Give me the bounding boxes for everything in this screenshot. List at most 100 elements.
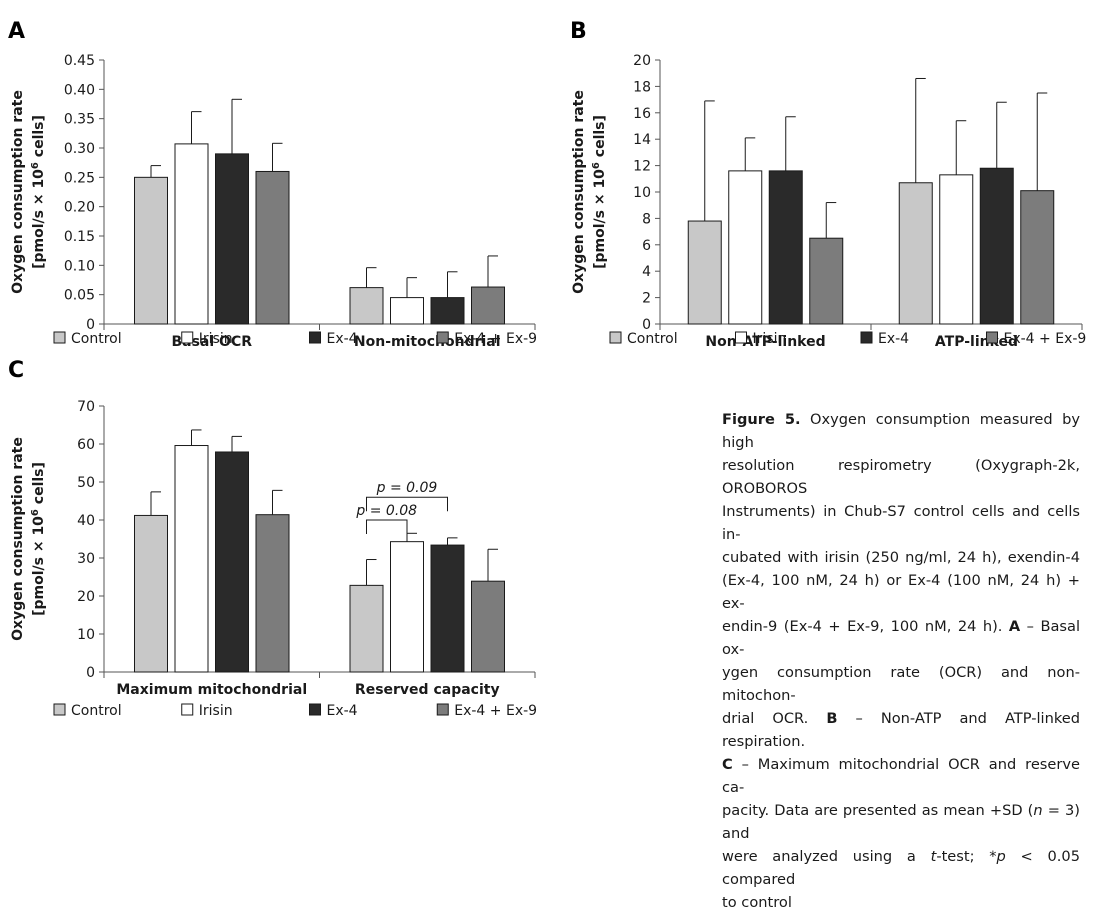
legend-swatch bbox=[181, 331, 194, 344]
y-tick-label: 0.30 bbox=[64, 141, 95, 157]
y-tick-label: 40 bbox=[77, 513, 95, 529]
bar-ex-4 bbox=[430, 297, 465, 325]
y-tick-label: 0.35 bbox=[64, 112, 95, 128]
y-tick-label: 0.20 bbox=[64, 200, 95, 216]
bar-control bbox=[687, 220, 722, 325]
caption-line: resolution respirometry (Oxygraph-2k, OR… bbox=[722, 454, 1080, 500]
y-tick-label: 20 bbox=[633, 53, 651, 69]
legend-label: Ex-4 + Ex-9 bbox=[454, 331, 537, 347]
category-label: Reserved capacity bbox=[355, 682, 500, 698]
bar-ex-4-ex-9 bbox=[255, 514, 290, 673]
legend-swatch bbox=[735, 331, 747, 344]
legend-label: Ex-4 + Ex-9 bbox=[1004, 331, 1087, 347]
caption-text: ygen consumption rate (OCR) and non-mito… bbox=[722, 664, 1080, 704]
caption-line: to control bbox=[722, 891, 1080, 914]
bar-ex-4-ex-9 bbox=[471, 580, 505, 673]
y-tick-label: 4 bbox=[642, 264, 651, 280]
category-label: Maximum mitochondrial bbox=[116, 682, 307, 698]
legend-swatch bbox=[181, 703, 194, 716]
category-label: Non-mitochondrial bbox=[354, 334, 501, 350]
legend-swatch bbox=[609, 331, 622, 344]
bar-ex-4 bbox=[979, 167, 1014, 325]
caption-line: Figure 5. Oxygen consumption measured by… bbox=[722, 408, 1080, 454]
caption-line: drial OCR. B – Non-ATP and ATP-linked re… bbox=[722, 707, 1080, 753]
legend-swatch bbox=[53, 331, 66, 344]
y-tick-label: 12 bbox=[633, 159, 651, 175]
y-axis-label-sup: 6 bbox=[591, 162, 602, 169]
legend-label: Ex-4 bbox=[327, 331, 358, 347]
y-axis-label-line2: [pmol/s × 106 cells] bbox=[30, 115, 48, 269]
y-tick-label: 30 bbox=[77, 551, 95, 567]
bar-irisin bbox=[728, 170, 763, 325]
y-tick-label: 0.25 bbox=[64, 170, 95, 186]
y-axis-label-line1: Oxygen consumption rate bbox=[571, 90, 587, 294]
legend-label: Irisin bbox=[753, 331, 787, 347]
y-tick-label: 0.10 bbox=[64, 258, 95, 274]
panel-letter: B bbox=[570, 19, 587, 44]
caption-line: were analyzed using a t-test; *p < 0.05 … bbox=[722, 845, 1080, 891]
y-tick-label: 20 bbox=[77, 589, 95, 605]
caption-text: – Maximum mitochondrial OCR and reserve … bbox=[722, 756, 1080, 796]
y-axis-label-text: [pmol/s × 10 bbox=[31, 169, 47, 269]
caption-text: p bbox=[996, 848, 1006, 865]
y-tick-label: 2 bbox=[642, 291, 651, 307]
legend-label: Control bbox=[71, 331, 122, 347]
y-tick-label: 70 bbox=[77, 399, 95, 415]
legend-label: Control bbox=[627, 331, 678, 347]
y-axis-label-text-end: cells] bbox=[592, 115, 608, 162]
y-axis-label-text: [pmol/s × 10 bbox=[31, 516, 47, 616]
bar-ex-4-ex-9 bbox=[809, 237, 844, 325]
caption-text: drial OCR. bbox=[722, 710, 827, 727]
y-tick-label: 0.40 bbox=[64, 82, 95, 98]
bar-control bbox=[349, 287, 384, 325]
bar-ex-4 bbox=[215, 451, 249, 673]
y-tick-label: 10 bbox=[633, 185, 651, 201]
y-tick-label: 14 bbox=[633, 132, 651, 148]
bar-irisin bbox=[174, 445, 209, 673]
bar-ex-4-ex-9 bbox=[1020, 190, 1055, 325]
legend-label: Ex-4 + Ex-9 bbox=[454, 703, 537, 719]
y-tick-label: 0 bbox=[86, 665, 95, 681]
chart-panel-b: B Oxygen consumption rate [pmol/s × 106 ce… bbox=[570, 19, 1086, 350]
bar-irisin bbox=[390, 541, 424, 673]
legend-label: Irisin bbox=[199, 703, 233, 719]
panel-letter: C bbox=[8, 358, 24, 383]
legend-swatch bbox=[309, 703, 321, 716]
bar-irisin bbox=[390, 297, 424, 325]
caption-line: cubated with irisin (250 ng/ml, 24 h), e… bbox=[722, 546, 1080, 569]
y-tick-label: 50 bbox=[77, 475, 95, 491]
y-axis-label-line1: Oxygen consumption rate bbox=[10, 90, 26, 294]
caption-text: n bbox=[1033, 802, 1043, 819]
caption-line: Instruments) in Chub-S7 control cells an… bbox=[722, 500, 1080, 546]
legend-swatch bbox=[860, 331, 873, 344]
bar-control bbox=[134, 176, 168, 325]
bar-ex-4-ex-9 bbox=[255, 170, 290, 325]
legend-label: Irisin bbox=[199, 331, 233, 347]
caption-text: pacity. Data are presented as mean +SD ( bbox=[722, 802, 1034, 819]
significance-label: p = 0.09 bbox=[376, 480, 438, 496]
caption-text: endin-9 (Ex-4 + Ex-9, 100 nM, 24 h). bbox=[722, 618, 1009, 635]
caption-text: Oxygen consumption measured by high bbox=[722, 411, 1081, 451]
y-axis-label: Oxygen consumption rate [pmol/s × 106 cel… bbox=[10, 90, 47, 294]
caption-text: were analyzed using a bbox=[722, 848, 931, 865]
caption-text: A bbox=[1008, 618, 1021, 635]
y-tick-label: 0.45 bbox=[64, 53, 95, 69]
significance-bracket bbox=[366, 496, 448, 512]
y-axis-label-line2: [pmol/s × 106 cells] bbox=[591, 115, 609, 269]
legend-label: Ex-4 bbox=[327, 703, 358, 719]
legend-swatch bbox=[436, 703, 449, 716]
legend-label: Ex-4 bbox=[878, 331, 909, 347]
bar-ex-4 bbox=[215, 153, 249, 325]
caption-text: -test; * bbox=[936, 848, 997, 865]
caption-text: to control bbox=[722, 894, 792, 911]
y-tick-label: 60 bbox=[77, 437, 95, 453]
caption-text: B bbox=[826, 710, 838, 727]
legend-swatch bbox=[53, 703, 66, 716]
y-axis-label-line1: Oxygen consumption rate bbox=[10, 437, 26, 641]
caption-line: pacity. Data are presented as mean +SD (… bbox=[722, 799, 1080, 845]
bar-control bbox=[898, 182, 933, 325]
y-axis-label-text-end: cells] bbox=[31, 462, 47, 509]
